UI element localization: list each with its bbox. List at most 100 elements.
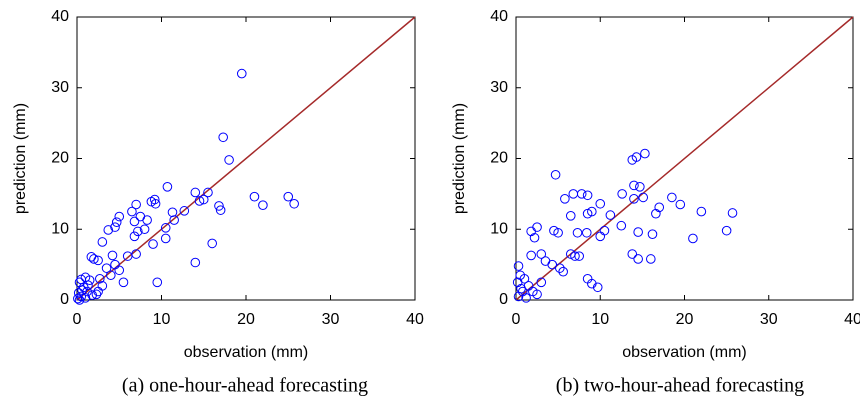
data-point <box>215 205 226 215</box>
data-point <box>595 198 606 209</box>
y-tick-label: 30 <box>51 79 69 96</box>
identity-line <box>515 16 854 301</box>
data-point <box>160 223 171 233</box>
data-point <box>595 231 606 242</box>
data-point <box>283 191 294 202</box>
x-tick-label: 30 <box>760 311 778 328</box>
data-point <box>574 251 584 261</box>
data-point <box>617 189 627 199</box>
data-point <box>654 202 665 213</box>
data-point <box>581 227 592 238</box>
data-point <box>258 200 268 210</box>
data-point <box>80 293 91 303</box>
x-tick-label: 10 <box>591 311 609 328</box>
data-point <box>87 290 98 300</box>
data-point <box>77 285 87 295</box>
data-point <box>203 187 213 198</box>
y-tick-label: 30 <box>490 79 508 96</box>
data-point <box>550 169 561 180</box>
y-tick-label: 40 <box>51 8 69 25</box>
data-point <box>107 250 118 261</box>
data-point <box>627 155 638 165</box>
data-point <box>118 277 129 288</box>
y-tick-label: 0 <box>499 291 508 308</box>
data-point <box>190 187 201 198</box>
data-point <box>114 265 125 276</box>
data-point <box>103 225 114 235</box>
data-point <box>194 196 205 206</box>
data-point <box>558 266 568 277</box>
data-point <box>127 206 137 217</box>
y-tick-label: 20 <box>51 150 69 167</box>
data-point <box>635 182 645 192</box>
data-point <box>587 278 597 289</box>
data-point <box>568 189 579 199</box>
data-point <box>142 215 152 225</box>
y-tick-label: 10 <box>490 220 508 237</box>
data-point <box>633 227 643 237</box>
data-point <box>95 273 105 284</box>
x-axis-label: observation (mm) <box>184 344 308 361</box>
data-point <box>83 280 93 290</box>
data-point <box>110 222 120 232</box>
data-point <box>135 211 146 222</box>
y-tick-label: 0 <box>60 291 69 308</box>
data-point <box>86 252 97 262</box>
data-point <box>638 192 649 203</box>
data-point <box>667 192 677 203</box>
data-point <box>289 198 299 209</box>
x-tick-label: 20 <box>676 311 694 328</box>
caption: (a) one-hour-ahead forecasting <box>122 375 368 397</box>
data-point <box>592 282 603 293</box>
data-point <box>97 237 108 247</box>
data-point <box>553 227 563 238</box>
data-point <box>640 148 650 159</box>
caption: (b) two-hour-ahead forecasting <box>556 375 804 397</box>
data-point <box>526 226 536 237</box>
data-point <box>526 250 536 261</box>
data-point <box>627 249 638 259</box>
y-tick-label: 40 <box>490 8 508 25</box>
data-point <box>512 277 523 288</box>
data-point <box>131 199 141 210</box>
x-axis-label: observation (mm) <box>622 344 746 361</box>
data-point <box>633 254 643 264</box>
data-point <box>727 208 738 218</box>
data-point <box>106 270 116 281</box>
data-point <box>114 211 125 222</box>
data-point <box>629 180 639 191</box>
data-point <box>214 201 224 211</box>
x-tick-label: 10 <box>153 311 171 328</box>
identity-line <box>76 16 416 301</box>
data-point <box>249 191 260 202</box>
data-point <box>560 194 570 204</box>
data-point <box>152 277 163 288</box>
data-point <box>129 216 140 227</box>
data-point <box>179 206 190 216</box>
data-point <box>162 182 173 192</box>
x-tick-label: 30 <box>322 311 340 328</box>
data-point <box>122 251 133 261</box>
data-point <box>167 207 178 218</box>
y-axis-label: prediction (mm) <box>451 103 468 214</box>
x-tick-label: 0 <box>512 311 521 328</box>
data-point <box>198 194 209 205</box>
x-tick-label: 40 <box>406 311 424 328</box>
data-point <box>572 227 583 238</box>
data-point <box>688 233 698 244</box>
x-tick-label: 20 <box>237 311 255 328</box>
data-point <box>74 295 85 305</box>
data-point <box>516 283 526 294</box>
data-point <box>207 238 217 249</box>
data-point <box>605 210 616 220</box>
data-point <box>160 233 171 244</box>
y-tick-label: 20 <box>490 150 508 167</box>
data-point <box>696 206 707 217</box>
data-point <box>218 132 228 143</box>
data-point <box>513 261 524 271</box>
data-point <box>101 263 112 273</box>
data-point <box>532 222 542 232</box>
data-point <box>190 257 201 268</box>
